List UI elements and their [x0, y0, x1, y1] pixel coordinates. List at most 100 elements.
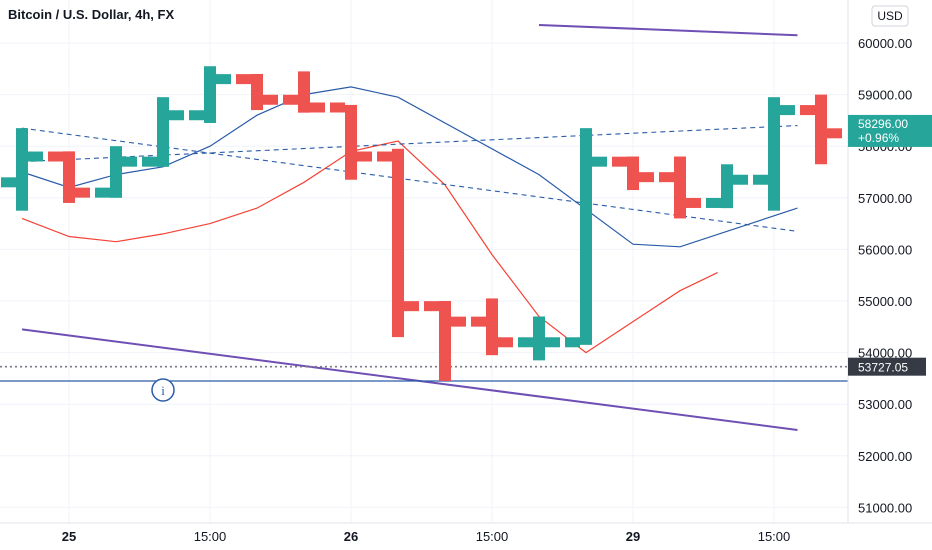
ohlc-bar	[612, 156, 654, 191]
bar-close-tick	[75, 187, 90, 198]
line-price-value: 53727.05	[858, 361, 908, 375]
bar-wick	[627, 156, 639, 191]
bar-open-tick	[424, 301, 439, 312]
price-tick-label: 57000.00	[858, 191, 912, 206]
bar-open-tick	[612, 156, 627, 167]
bar-close-tick	[310, 102, 325, 113]
info-marker[interactable]: i	[151, 378, 175, 402]
ohlc-bar	[283, 71, 325, 113]
bar-open-tick	[142, 156, 157, 167]
bar-wick	[251, 73, 263, 111]
ohlc-bars	[1, 66, 842, 381]
bar-wick	[157, 97, 169, 167]
trend-line-blue	[21, 125, 798, 163]
bar-wick	[298, 71, 310, 113]
bar-close-tick	[404, 301, 419, 312]
time-tick-label: 15:00	[758, 529, 791, 544]
bar-wick	[768, 97, 780, 211]
last-price-label: 58296.00 +0.96%	[848, 114, 932, 147]
bar-open-tick	[753, 174, 768, 185]
ohlc-bar	[753, 97, 795, 211]
symbol-title[interactable]: Bitcoin / U.S. Dollar, 4h, FX	[8, 7, 175, 22]
ohlc-bar	[330, 102, 372, 180]
bar-wick	[674, 156, 686, 219]
trend-line-purple	[538, 23, 798, 37]
ohlc-bar	[236, 73, 278, 111]
bar-close-tick	[686, 197, 701, 208]
price-tick-label: 59000.00	[858, 88, 912, 103]
price-axis[interactable]: 51000.00 52000.00 53000.00 54000.00 55000.00…	[847, 0, 932, 523]
trend-line-purple	[21, 328, 798, 431]
bar-open-tick	[95, 187, 110, 198]
trend-line-blue	[21, 127, 798, 232]
last-price-value: 58296.00	[858, 117, 908, 131]
bar-open-tick	[283, 94, 298, 105]
price-tick-label: 56000.00	[858, 242, 912, 257]
price-tick-label: 53000.00	[858, 397, 912, 412]
bar-close-tick	[122, 156, 137, 167]
bar-open-tick	[471, 316, 486, 327]
bar-wick	[392, 148, 404, 338]
ohlc-bar	[377, 148, 419, 338]
bar-close-tick	[28, 151, 43, 162]
ohlc-bar	[95, 146, 137, 198]
price-tick-label: 55000.00	[858, 294, 912, 309]
bar-open-tick	[659, 172, 674, 183]
bar-open-tick	[1, 177, 16, 188]
bar-close-tick	[592, 156, 607, 167]
price-tick-label: 54000.00	[858, 346, 912, 361]
ohlc-bar	[518, 316, 560, 361]
bar-wick	[110, 146, 122, 198]
currency-label: USD	[877, 9, 903, 23]
currency-button[interactable]	[871, 5, 909, 27]
bar-open-tick	[330, 102, 345, 113]
ohlc-bar	[659, 156, 701, 219]
bar-close-tick	[357, 151, 372, 162]
moving-average-red	[21, 140, 718, 354]
time-tick-label: 25	[62, 529, 76, 544]
bar-wick	[580, 128, 592, 345]
bar-close-tick	[733, 174, 748, 185]
bar-open-tick	[189, 110, 204, 121]
bar-wick	[815, 94, 827, 165]
last-price-change: +0.96%	[858, 131, 899, 145]
bar-wick	[16, 128, 28, 211]
bar-open-tick	[518, 337, 533, 348]
bar-open-tick	[48, 151, 63, 162]
bar-close-tick	[545, 337, 560, 348]
time-axis[interactable]: 25 15:00 26 15:00 29 15:00	[0, 522, 932, 550]
time-tick-label: 29	[626, 529, 640, 544]
ohlc-bar	[1, 128, 43, 211]
bar-wick	[439, 301, 451, 381]
bar-wick	[533, 316, 545, 361]
bar-wick	[721, 164, 733, 209]
info-icon: i	[161, 383, 165, 398]
bar-close-tick	[827, 128, 842, 139]
bar-close-tick	[498, 337, 513, 348]
bar-close-tick	[780, 105, 795, 116]
indicator-lines	[0, 23, 848, 431]
bar-open-tick	[706, 197, 721, 208]
bar-close-tick	[451, 316, 466, 327]
bar-wick	[63, 151, 75, 203]
time-tick-label: 15:00	[194, 529, 227, 544]
line-price-label: 53727.05	[848, 357, 926, 376]
ohlc-bar	[48, 151, 90, 203]
bar-open-tick	[800, 105, 815, 116]
ohlc-bar	[471, 298, 513, 356]
bar-close-tick	[169, 110, 184, 121]
ohlc-bar	[565, 128, 607, 348]
bar-open-tick	[236, 74, 251, 85]
ohlc-bar	[142, 97, 184, 167]
bar-close-tick	[263, 94, 278, 105]
ohlc-bar	[424, 301, 466, 381]
price-tick-label: 51000.00	[858, 500, 912, 515]
ohlc-bar	[706, 164, 748, 209]
bar-open-tick	[565, 337, 580, 348]
bar-open-tick	[377, 151, 392, 162]
time-tick-label: 15:00	[476, 529, 509, 544]
bar-wick	[345, 104, 357, 180]
ohlc-bar	[189, 66, 231, 123]
bar-wick	[204, 66, 216, 123]
